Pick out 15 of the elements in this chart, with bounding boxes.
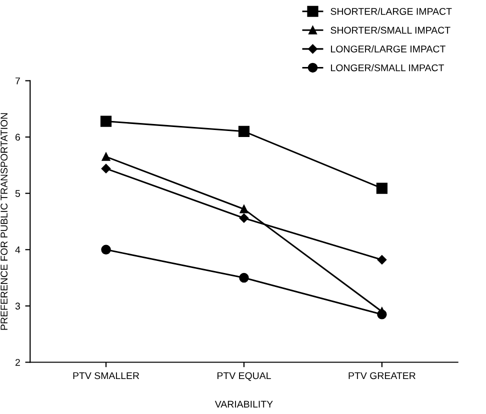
legend-label: SHORTER/SMALL IMPACT (330, 26, 450, 34)
legend-label: LONGER/SMALL IMPACT (331, 64, 444, 72)
y-axis-title: PREFERENCE FOR PUBLIC TRANSPORTATION (0, 113, 8, 330)
x-axis-title: VARIABILITY (214, 400, 273, 408)
y-tick-label: 4 (15, 246, 20, 254)
y-tick-label: 3 (15, 302, 20, 310)
y-tick-label: 7 (16, 78, 20, 84)
legend-label: SHORTER/LARGE IMPACT (330, 8, 452, 15)
legend-label: LONGER/LARGE IMPACT (331, 45, 446, 52)
x-tick-label: PTV EQUAL (217, 372, 271, 381)
y-tick-label: 6 (15, 134, 20, 141)
y-tick-label: 5 (15, 190, 20, 197)
x-tick-label: PTV SMALLER (73, 372, 140, 380)
y-tick-label: 2 (15, 358, 20, 366)
x-tick-label: PTV GREATER (348, 372, 416, 380)
